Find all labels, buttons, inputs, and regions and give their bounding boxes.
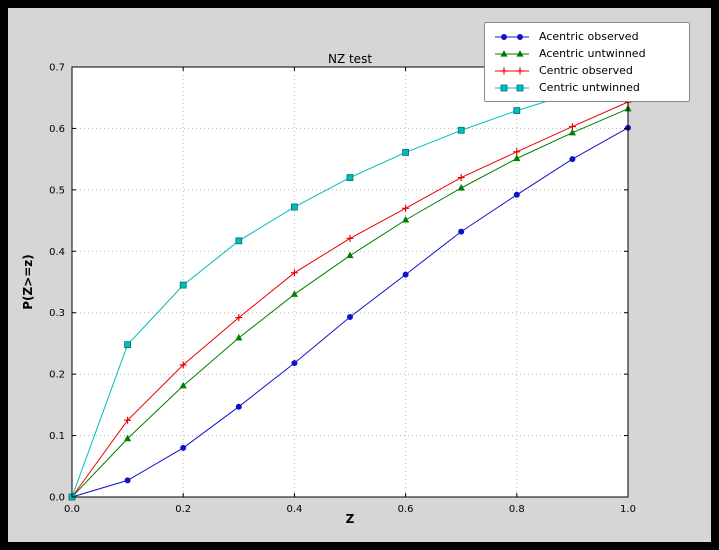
svg-text:0.0: 0.0	[49, 493, 65, 504]
svg-text:0.4: 0.4	[49, 247, 65, 258]
svg-text:0.5: 0.5	[49, 185, 65, 196]
figure-canvas: 0.0 0.2 0.4 0.6 0.8 1.0 0.0 0.1 0.2 0.3 0.4 0.5 0.6 0…	[8, 8, 711, 542]
legend-label: Centric untwinned	[539, 81, 640, 94]
svg-text:1.0: 1.0	[620, 504, 636, 515]
legend-sample-centric-observed	[495, 67, 529, 74]
legend-label: Acentric observed	[539, 30, 639, 43]
svg-text:0.0: 0.0	[64, 504, 80, 515]
svg-text:0.1: 0.1	[49, 431, 65, 442]
svg-text:0.3: 0.3	[49, 308, 65, 319]
chart-title: NZ test	[327, 52, 373, 66]
svg-text:0.6: 0.6	[49, 124, 65, 135]
legend-sample-acentric-untwinned	[495, 49, 529, 57]
legend-entry: Acentric observed	[493, 28, 681, 45]
legend-sample-acentric-observed	[495, 33, 529, 40]
x-axis-label: Z	[345, 512, 355, 526]
svg-text:0.7: 0.7	[49, 63, 65, 74]
legend-entry: Centric untwinned	[493, 79, 681, 96]
legend-entry: Centric observed	[493, 62, 681, 79]
legend-label: Acentric untwinned	[539, 47, 646, 60]
svg-text:0.4: 0.4	[286, 504, 302, 515]
svg-text:0.2: 0.2	[175, 504, 191, 515]
legend: Acentric observed Acentric untwinned Cen…	[484, 22, 690, 102]
legend-sample-centric-untwinned	[495, 84, 529, 91]
legend-label: Centric observed	[539, 64, 633, 77]
svg-text:0.8: 0.8	[509, 504, 525, 515]
legend-entry: Acentric untwinned	[493, 45, 681, 62]
chart-svg: 0.0 0.2 0.4 0.6 0.8 1.0 0.0 0.1 0.2 0.3 0.4 0.5 0.6 0…	[49, 63, 636, 516]
svg-text:0.2: 0.2	[49, 370, 65, 381]
y-axis-label: P(Z>=z)	[21, 254, 35, 310]
svg-text:0.6: 0.6	[398, 504, 414, 515]
